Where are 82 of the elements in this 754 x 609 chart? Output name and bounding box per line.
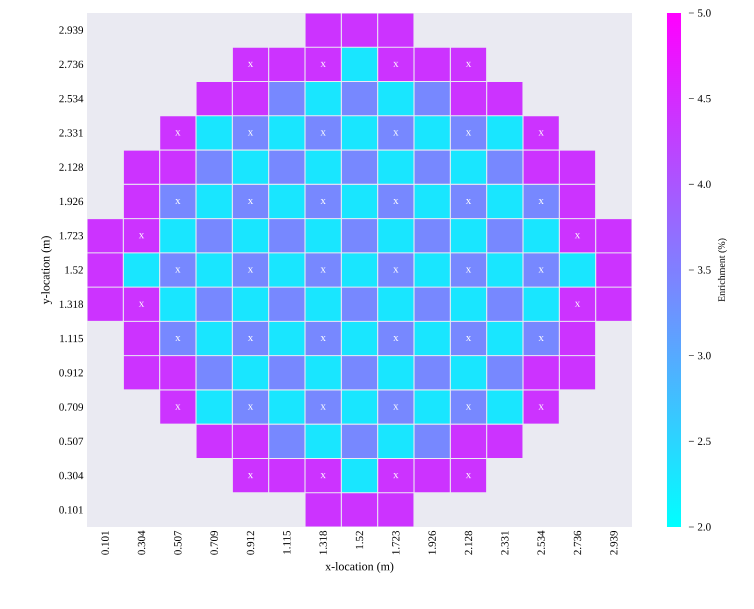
- y-tick-label: 0.507: [59, 438, 84, 446]
- x-tick-label: 0.709: [210, 530, 218, 555]
- y-tick-label: 1.926: [60, 198, 84, 206]
- color-bar-label: 2.0: [698, 523, 711, 531]
- color-bar-label: 3.5: [698, 266, 711, 274]
- x-tick-label: 0.507: [174, 530, 182, 555]
- data-label: x: [138, 233, 144, 238]
- x-tick-label: 1.115: [283, 530, 291, 554]
- y-tick-label: 0.912: [59, 369, 83, 377]
- y-tick-label: 2.534: [59, 94, 84, 102]
- data-label: x: [393, 130, 398, 136]
- data-label: x: [466, 62, 472, 67]
- x-tick-label: 2.939: [610, 530, 618, 555]
- data-label: x: [393, 62, 398, 67]
- x-tick-label: 0.912: [246, 531, 254, 555]
- data-label: x: [393, 267, 398, 273]
- y-tick-label: 2.331: [59, 129, 83, 137]
- y-axis-title: y-location (m): [41, 236, 52, 304]
- data-label: x: [175, 267, 180, 273]
- color-bar-title: Enrichment (%): [718, 238, 727, 302]
- data-label: x: [175, 198, 180, 204]
- data-label: x: [466, 198, 472, 204]
- y-tick-label: 2.128: [59, 163, 84, 171]
- data-label: x: [538, 336, 544, 342]
- x-tick-label: 1.926: [428, 530, 436, 554]
- data-label: x: [466, 130, 472, 136]
- y-tick-label: 2.736: [59, 60, 84, 68]
- x-tick-label: 1.318: [319, 530, 327, 554]
- data-label: x: [538, 130, 544, 136]
- data-label: x: [538, 404, 544, 410]
- data-label: x: [538, 198, 544, 204]
- y-tick-label: 1.52: [65, 266, 83, 274]
- data-label: x: [393, 404, 398, 410]
- data-label: x: [175, 404, 180, 410]
- x-tick-label: 0.101: [101, 531, 109, 555]
- data-label: x: [466, 267, 472, 273]
- x-axis-title: x-location (m): [325, 562, 394, 573]
- data-label: x: [320, 404, 326, 410]
- x-tick-label: 1.52: [356, 531, 364, 549]
- color-bar-label: 3.0: [698, 352, 711, 360]
- color-bar-label: 4.5: [698, 94, 711, 102]
- data-label: x: [248, 404, 254, 410]
- data-label: x: [574, 302, 580, 307]
- color-bar-label: 2.5: [698, 438, 711, 446]
- data-label: x: [248, 267, 254, 273]
- data-label: x: [138, 302, 144, 307]
- data-label: x: [393, 336, 398, 342]
- data-label: x: [175, 130, 180, 136]
- x-tick-label: 1.723: [392, 530, 400, 554]
- color-bar-label: 4.0: [698, 180, 711, 188]
- y-tick-label: 0.304: [59, 472, 84, 480]
- data-label: x: [248, 336, 254, 342]
- data-label: x: [320, 473, 326, 478]
- data-label: x: [175, 336, 180, 342]
- data-label: x: [320, 267, 326, 273]
- data-label: x: [248, 62, 254, 67]
- data-label: x: [320, 130, 326, 136]
- data-label: x: [466, 473, 472, 478]
- y-tick-label: 1.115: [60, 334, 84, 342]
- y-tick-label: 0.101: [59, 506, 83, 514]
- data-label: x: [574, 233, 580, 238]
- x-tick-label: 0.304: [138, 530, 146, 555]
- data-label: x: [248, 473, 254, 478]
- x-tick-label: 2.736: [574, 530, 582, 555]
- data-label: x: [248, 198, 254, 204]
- data-label: x: [466, 404, 472, 410]
- data-label: x: [320, 336, 326, 342]
- data-label: x: [466, 336, 472, 342]
- y-tick-label: 0.709: [59, 403, 84, 411]
- x-tick-label: 2.331: [501, 531, 509, 555]
- color-bar-label: 5.0: [698, 9, 711, 17]
- y-tick-label: 1.318: [60, 300, 84, 308]
- x-tick-label: 2.128: [464, 530, 472, 555]
- data-label: x: [320, 62, 326, 67]
- data-label: x: [393, 473, 398, 478]
- data-label: x: [393, 198, 398, 204]
- y-tick-label: 1.723: [60, 232, 84, 240]
- y-tick-label: 2.939: [59, 26, 84, 34]
- data-label: x: [248, 130, 254, 136]
- data-label: x: [538, 267, 544, 273]
- data-label: x: [320, 198, 326, 204]
- x-tick-label: 2.534: [537, 530, 545, 555]
